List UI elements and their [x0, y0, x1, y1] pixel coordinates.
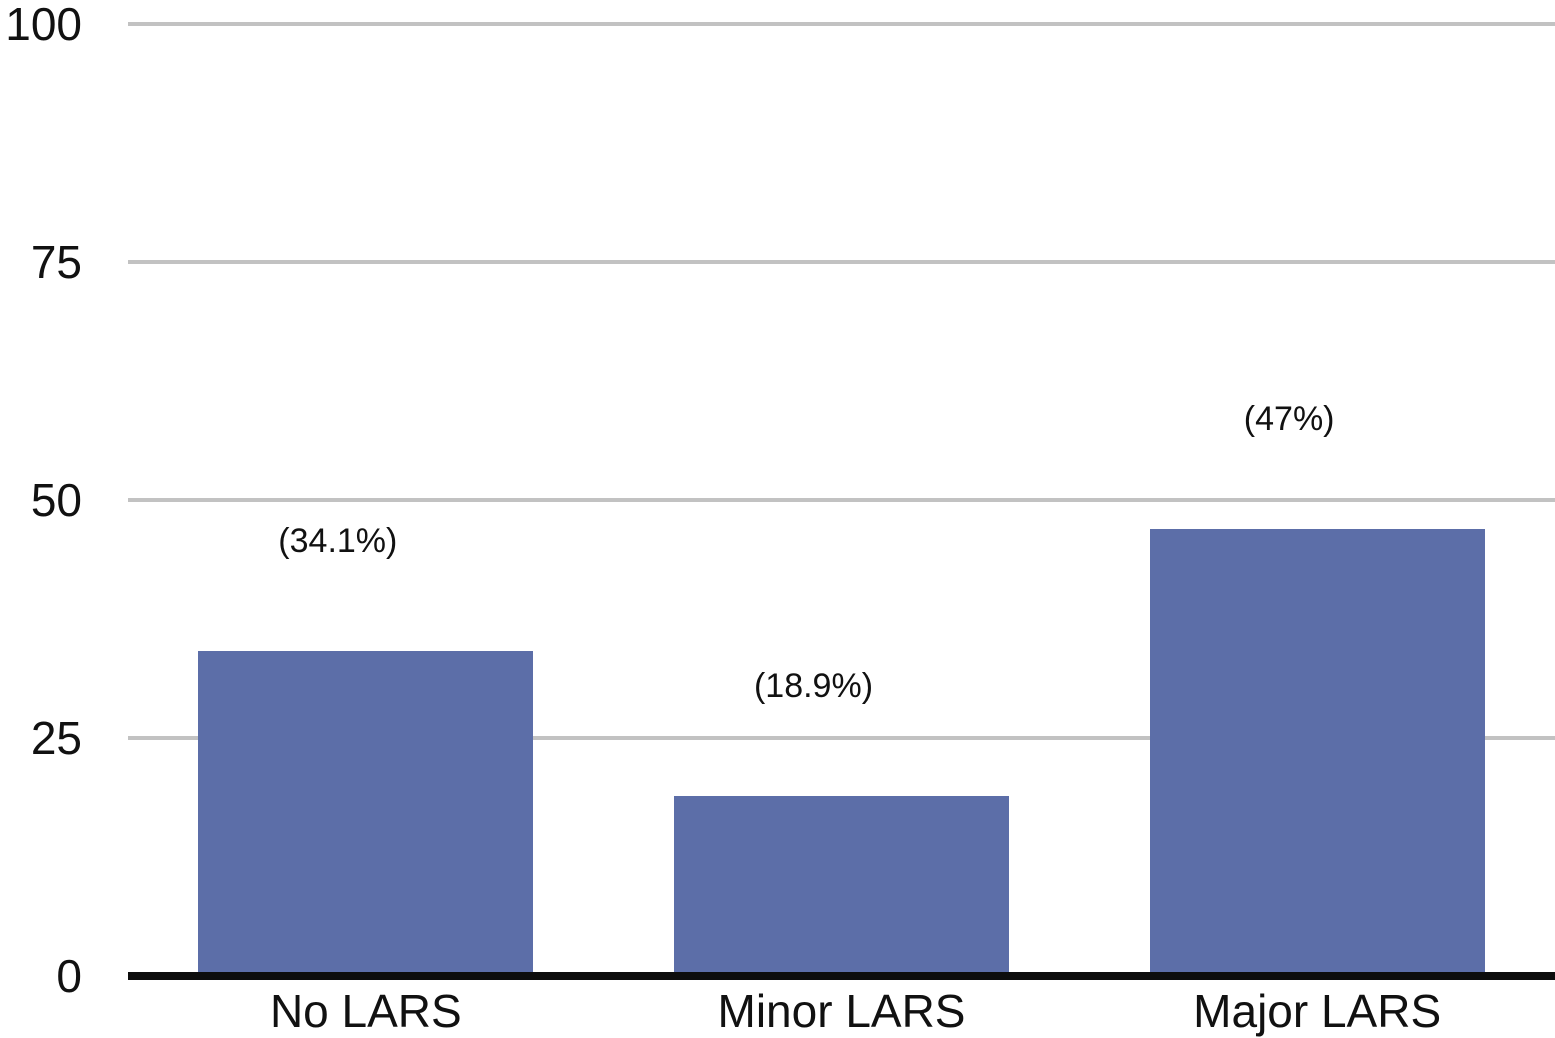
x-category-label: No LARS: [269, 985, 462, 1037]
x-category-label: Minor LARS: [717, 985, 966, 1037]
y-tick-label-50: 50: [30, 474, 82, 526]
bar-no-lars: [198, 651, 534, 976]
y-tick-label-0: 0: [56, 950, 82, 1002]
x-axis-line: [128, 972, 1555, 980]
y-tick-label-75: 75: [30, 236, 82, 288]
bar-value-label: (34.1%): [278, 522, 398, 561]
y-tick-label-100: 100: [5, 0, 82, 50]
gridline-50: [128, 498, 1555, 502]
bar-value-label: (47%): [1243, 399, 1335, 438]
bar-major-lars: [1149, 528, 1485, 976]
gridline-75: [128, 260, 1555, 264]
bar-value-label: (18.9%): [753, 667, 874, 706]
bar-minor-lars: [674, 796, 1009, 976]
y-tick-label-25: 25: [30, 712, 82, 764]
gridline-25: [128, 736, 1555, 740]
x-category-label: Major LARS: [1193, 985, 1442, 1037]
gridline-100: [128, 22, 1555, 26]
